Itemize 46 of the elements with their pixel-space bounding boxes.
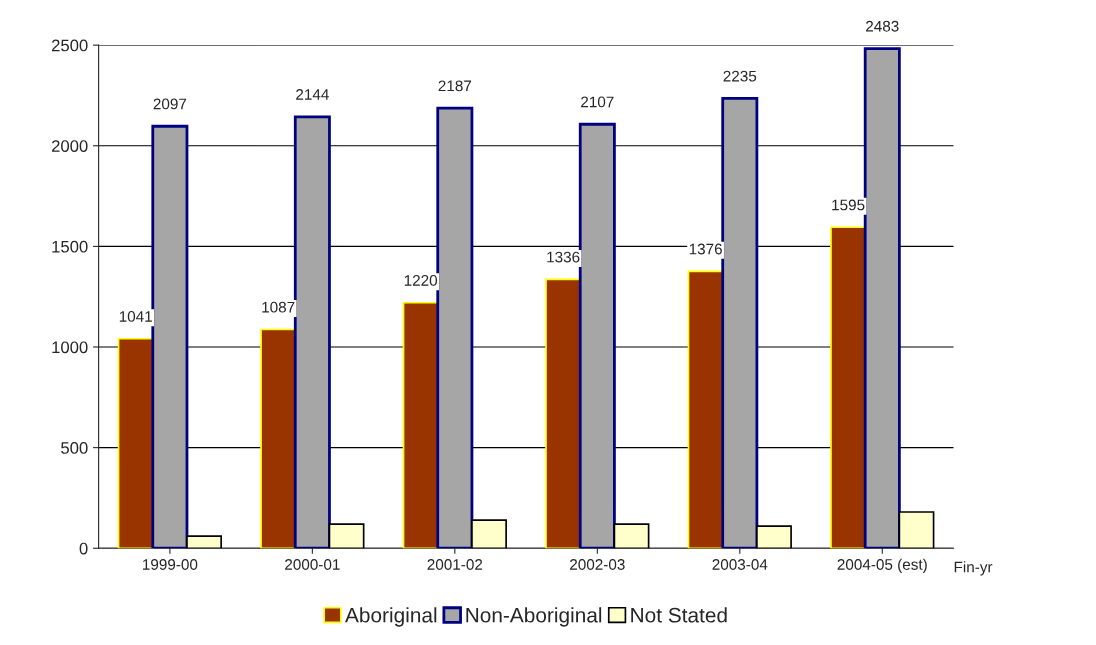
data-label: 1595 <box>832 199 865 211</box>
bar <box>260 328 297 549</box>
data-label: 1336 <box>547 251 580 263</box>
data-label: 2107 <box>581 96 614 108</box>
bar <box>293 115 331 549</box>
data-label: 1041 <box>119 311 152 322</box>
bar <box>756 525 792 549</box>
bar <box>471 519 507 549</box>
x-tick-label: 2003-04 <box>712 559 768 570</box>
data-label: 2187 <box>438 80 472 92</box>
data-label: 2097 <box>153 98 187 110</box>
legend-label: Aboriginal <box>345 607 437 627</box>
bar <box>186 535 223 549</box>
bar <box>117 337 154 549</box>
bar <box>863 47 901 549</box>
bar <box>898 511 935 549</box>
y-tick-label: 2000 <box>51 140 88 152</box>
bar <box>613 523 650 549</box>
legend-label: Non-Aboriginal <box>466 607 602 627</box>
x-tick-label: 2004-05 (est) <box>837 558 927 573</box>
bar <box>328 523 365 549</box>
data-label: 2235 <box>723 70 757 82</box>
bar <box>687 270 724 549</box>
x-tick-label: 2000-01 <box>285 559 340 570</box>
y-tick-label: 0 <box>79 542 88 555</box>
data-label: 2144 <box>296 89 329 100</box>
y-tick-label: 1500 <box>52 240 88 253</box>
bar <box>436 106 474 549</box>
bar <box>721 97 759 549</box>
bar <box>578 122 616 549</box>
bar <box>402 301 439 549</box>
data-label: 1087 <box>262 301 295 313</box>
data-label: 1220 <box>404 275 438 286</box>
x-axis-title: Fin-yr <box>954 561 993 576</box>
y-tick-label: 1000 <box>52 341 88 354</box>
data-label: 1376 <box>689 243 722 255</box>
y-tick-label: 500 <box>61 442 88 454</box>
bar <box>151 124 189 549</box>
legend-label: Not Stated <box>631 607 727 623</box>
x-tick-label: 1999-00 <box>143 559 198 570</box>
y-tick-label: 2500 <box>51 39 88 52</box>
x-tick-label: 2001-02 <box>427 559 483 570</box>
x-tick-label: 2002-03 <box>570 559 625 570</box>
data-label: 2483 <box>866 20 899 32</box>
bar <box>830 226 867 549</box>
bar <box>545 278 582 549</box>
